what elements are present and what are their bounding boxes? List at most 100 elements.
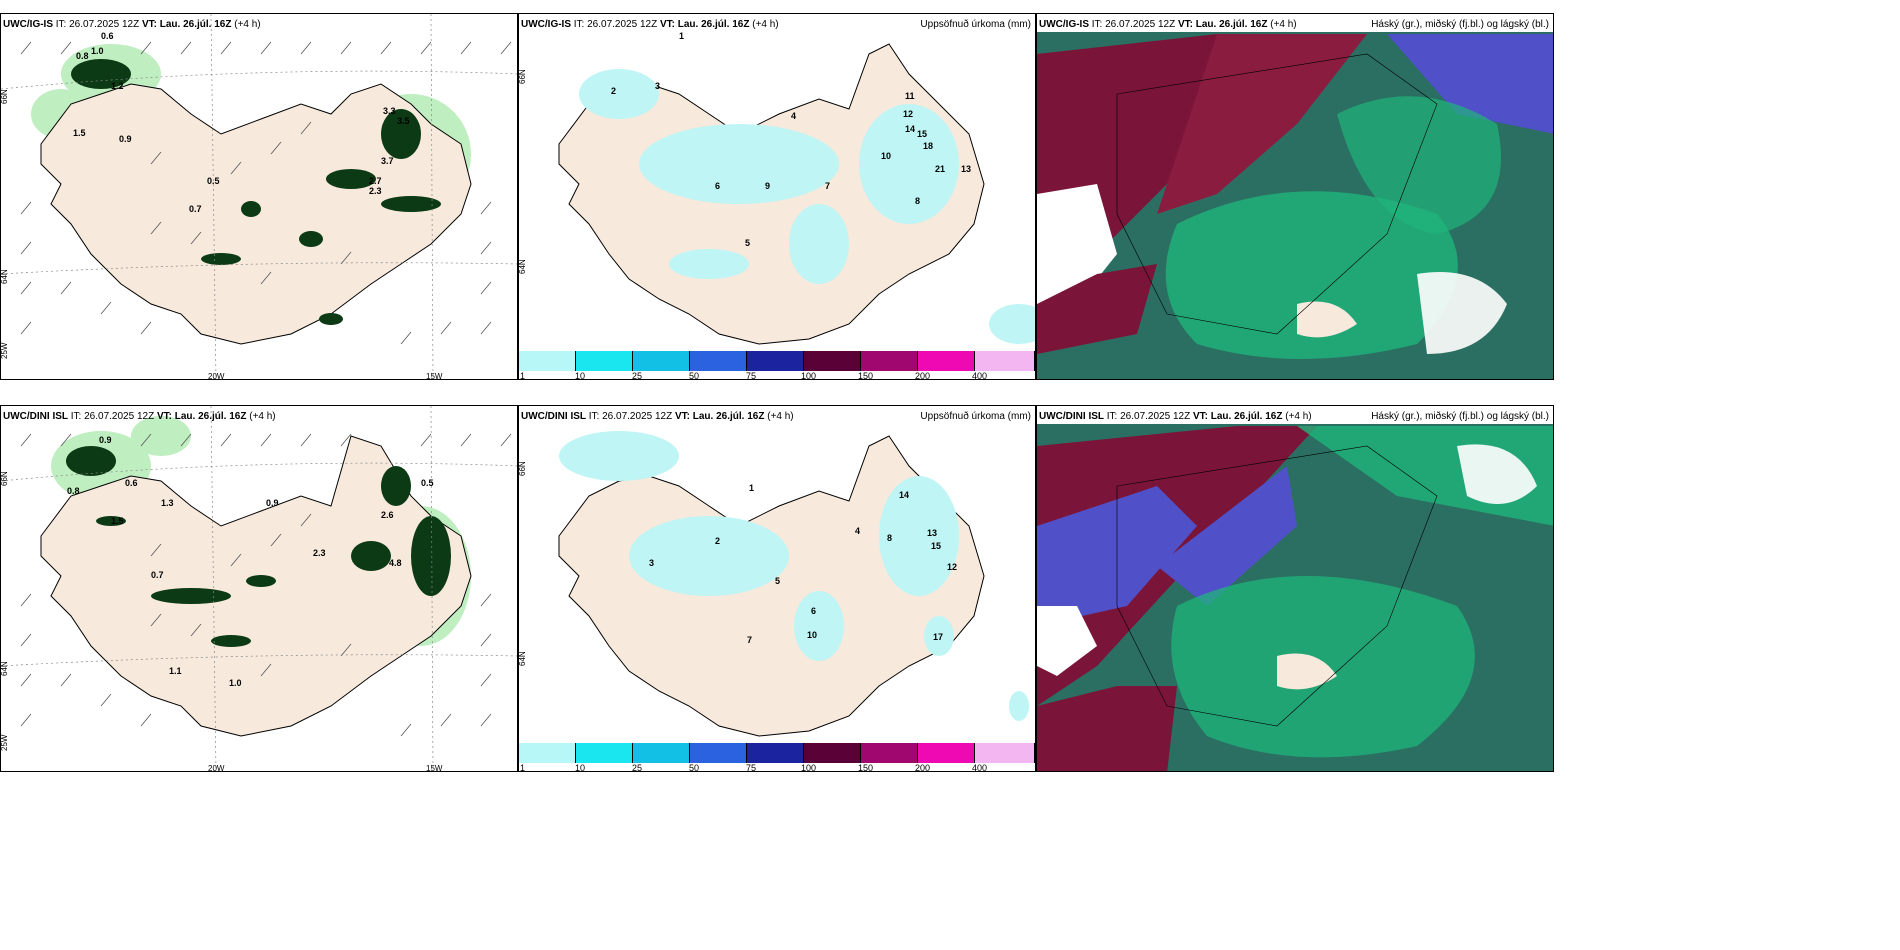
panel-header: UWC/DINI ISL IT: 26.07.2025 12Z VT: Lau.… bbox=[1039, 411, 1312, 422]
wind-barb-grid bbox=[20, 433, 512, 737]
colorbar-swatch bbox=[861, 743, 918, 763]
colorbar-tick: 75 bbox=[746, 763, 757, 772]
svg-text:1.2: 1.2 bbox=[111, 81, 124, 91]
svg-text:7: 7 bbox=[825, 181, 830, 191]
colorbar-swatch bbox=[918, 743, 975, 763]
bottom-precip-panel: 1 2 3 4 5 6 7 8 10 12 13 14 15 17 66N 64… bbox=[518, 405, 1036, 772]
lon-20-label: 20W bbox=[208, 372, 225, 380]
svg-text:10: 10 bbox=[807, 630, 817, 640]
precip-value-labels: 1 2 3 4 5 6 7 8 10 12 13 14 15 17 bbox=[649, 483, 957, 645]
svg-text:17: 17 bbox=[933, 632, 943, 642]
lat-66-label: 66N bbox=[519, 461, 527, 476]
svg-text:2.3: 2.3 bbox=[313, 548, 326, 558]
panel-header: UWC/IG-IS IT: 26.07.2025 12Z VT: Lau. 26… bbox=[1039, 19, 1297, 30]
top-cloud-panel: UWC/IG-IS IT: 26.07.2025 12Z VT: Lau. 26… bbox=[1036, 13, 1554, 380]
lat-64-label: 64N bbox=[1, 661, 9, 676]
colorbar-swatch bbox=[690, 351, 747, 371]
colorbar-swatch bbox=[747, 743, 804, 763]
svg-text:14: 14 bbox=[899, 490, 909, 500]
precip-colorbar: 1 10 25 50 75 100 150 200 400 bbox=[519, 351, 1035, 379]
colorbar-swatch bbox=[690, 743, 747, 763]
svg-text:0.9: 0.9 bbox=[266, 498, 279, 508]
colorbar-swatch bbox=[576, 351, 633, 371]
colorbar-tick: 10 bbox=[575, 371, 586, 380]
svg-text:6: 6 bbox=[811, 606, 816, 616]
colorbar-tick: 200 bbox=[915, 763, 931, 772]
panel-title: Uppsöfnuð úrkoma (mm) bbox=[920, 411, 1031, 422]
svg-text:15: 15 bbox=[931, 541, 941, 551]
colorbar-swatch bbox=[519, 743, 576, 763]
iceland-outline bbox=[558, 435, 985, 737]
grid-lines bbox=[1, 406, 517, 771]
panel-title: Háský (gr.), miðský (fj.bl.) og lágský (… bbox=[1371, 19, 1549, 30]
svg-text:10: 10 bbox=[881, 151, 891, 161]
svg-text:2.6: 2.6 bbox=[381, 510, 394, 520]
svg-text:1.0: 1.0 bbox=[91, 46, 104, 56]
svg-text:0.5: 0.5 bbox=[207, 176, 220, 186]
lat-64-label: 64N bbox=[519, 259, 527, 274]
svg-text:0.5: 0.5 bbox=[421, 478, 434, 488]
svg-text:9: 9 bbox=[765, 181, 770, 191]
colorbar-tick: 200 bbox=[915, 371, 931, 380]
panel-header: UWC/IG-IS IT: 26.07.2025 12Z VT: Lau. 26… bbox=[521, 19, 779, 30]
svg-text:1.5: 1.5 bbox=[111, 516, 124, 526]
svg-text:1: 1 bbox=[749, 483, 754, 493]
lon-15-label: 15W bbox=[426, 764, 443, 772]
svg-text:0.7: 0.7 bbox=[189, 204, 202, 214]
top-wind-panel: 0.6 0.8 1.0 1.2 1.5 0.9 0.5 0.7 3.3 3.5 … bbox=[0, 13, 518, 380]
lat-64-label: 64N bbox=[519, 651, 527, 666]
colorbar-tick: 25 bbox=[632, 371, 643, 380]
panel-header: UWC/DINI ISL IT: 26.07.2025 12Z VT: Lau.… bbox=[3, 411, 276, 422]
colorbar-swatch bbox=[918, 351, 975, 371]
precip-value-labels: 1 2 3 4 5 6 7 8 9 10 11 12 13 14 15 18 2… bbox=[611, 31, 971, 248]
lat-66-label: 66N bbox=[1, 89, 9, 104]
top-wind-map: 0.6 0.8 1.0 1.2 1.5 0.9 0.5 0.7 3.3 3.5 … bbox=[1, 14, 517, 380]
wind-value-labels: 0.9 0.6 0.8 1.3 1.5 0.7 1.1 1.0 2.3 2.6 … bbox=[67, 435, 434, 688]
svg-text:0.7: 0.7 bbox=[151, 570, 164, 580]
top-precip-map: 1 2 3 4 5 6 7 8 9 10 11 12 13 14 15 18 2… bbox=[519, 31, 1035, 345]
wind-barb-grid bbox=[20, 41, 512, 345]
svg-text:2: 2 bbox=[715, 536, 720, 546]
svg-text:15: 15 bbox=[917, 129, 927, 139]
svg-text:2: 2 bbox=[611, 86, 616, 96]
svg-text:0.8: 0.8 bbox=[67, 486, 80, 496]
colorbar-swatch bbox=[633, 743, 690, 763]
bottom-wind-panel: 0.9 0.6 0.8 1.3 1.5 0.7 1.1 1.0 2.3 2.6 … bbox=[0, 405, 518, 772]
lat-66-label: 66N bbox=[1, 471, 9, 486]
svg-text:0.9: 0.9 bbox=[99, 435, 112, 445]
svg-text:0.9: 0.9 bbox=[119, 134, 132, 144]
svg-text:3: 3 bbox=[655, 81, 660, 91]
svg-text:4: 4 bbox=[791, 111, 796, 121]
svg-text:4: 4 bbox=[855, 526, 860, 536]
panel-header: UWC/IG-IS IT: 26.07.2025 12Z VT: Lau. 26… bbox=[3, 19, 261, 30]
colorbar-swatch bbox=[747, 351, 804, 371]
cyan-precip-areas bbox=[579, 69, 1035, 344]
svg-text:0.6: 0.6 bbox=[125, 478, 138, 488]
colorbar-tick: 100 bbox=[801, 763, 817, 772]
svg-text:1.0: 1.0 bbox=[229, 678, 242, 688]
svg-text:13: 13 bbox=[927, 528, 937, 538]
colorbar-tick: 1 bbox=[520, 371, 526, 380]
panel-title: Háský (gr.), miðský (fj.bl.) og lágský (… bbox=[1371, 411, 1549, 422]
svg-text:18: 18 bbox=[923, 141, 933, 151]
colorbar-swatch bbox=[633, 351, 690, 371]
svg-text:3.3: 3.3 bbox=[383, 106, 396, 116]
colorbar-tick: 400 bbox=[972, 763, 988, 772]
bottom-cloud-map bbox=[1037, 424, 1553, 771]
svg-text:0.6: 0.6 bbox=[101, 31, 114, 41]
lon-15-label: 15W bbox=[426, 372, 443, 380]
panel-title: Uppsöfnuð úrkoma (mm) bbox=[920, 19, 1031, 30]
panel-header: UWC/DINI ISL IT: 26.07.2025 12Z VT: Lau.… bbox=[521, 411, 794, 422]
dark-green-cells bbox=[66, 446, 451, 647]
colorbar-swatch bbox=[804, 743, 861, 763]
colorbar-swatch bbox=[861, 351, 918, 371]
colorbar-tick: 100 bbox=[801, 371, 817, 380]
colorbar-swatch bbox=[804, 351, 861, 371]
colorbar-tick: 10 bbox=[575, 763, 586, 772]
colorbar-swatch bbox=[519, 351, 576, 371]
svg-text:7: 7 bbox=[747, 635, 752, 645]
svg-text:3.7: 3.7 bbox=[381, 156, 394, 166]
colorbar-swatch bbox=[975, 743, 1035, 763]
colorbar-tick: 25 bbox=[632, 763, 643, 772]
svg-text:12: 12 bbox=[947, 562, 957, 572]
